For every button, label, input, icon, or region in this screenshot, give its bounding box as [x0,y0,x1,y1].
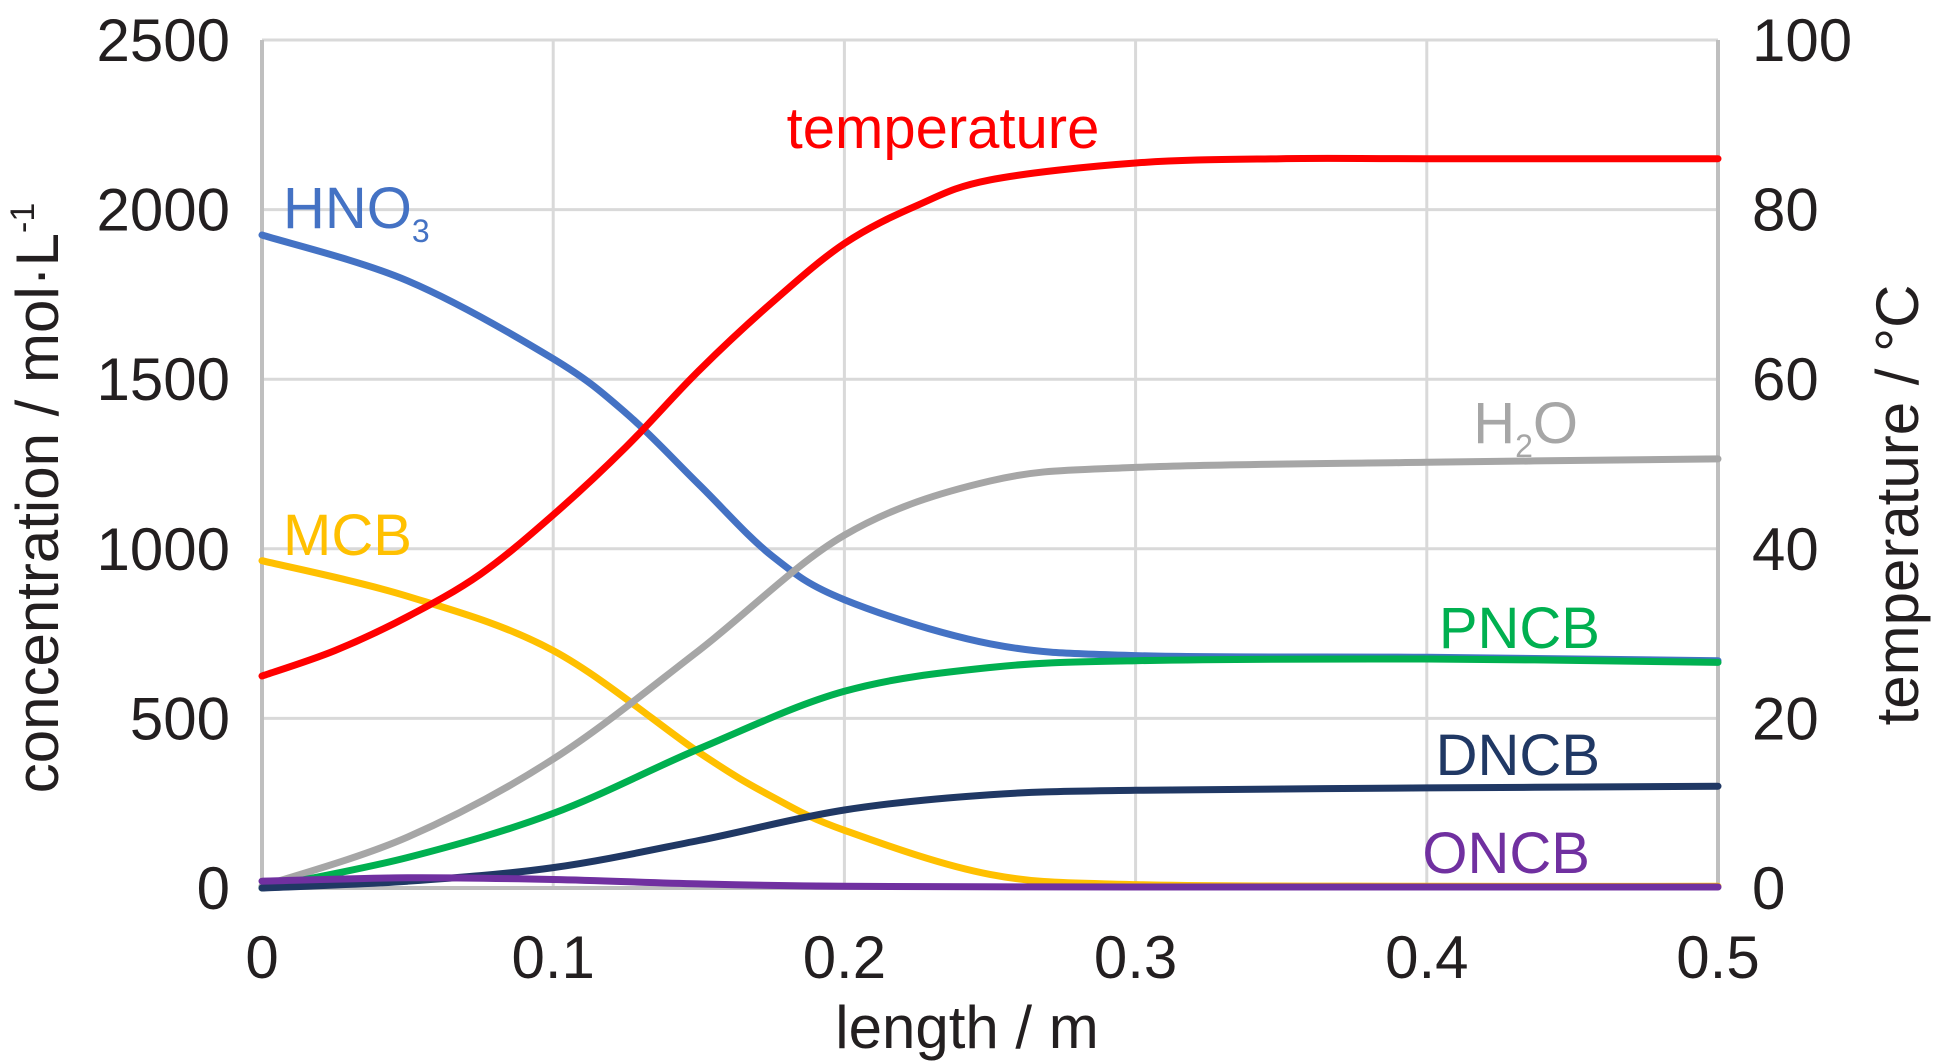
series-label-pncb: PNCB [1439,596,1600,661]
series-label-text: PNCB [1439,596,1600,661]
series-label-dncb: DNCB [1436,723,1600,788]
y-axis-right-title: temperature / °C [1864,285,1931,726]
y-left-tick-label: 1500 [97,346,230,413]
y-left-tick-label: 2000 [97,177,230,244]
x-tick-label: 0.1 [511,924,594,991]
x-tick-label: 0.5 [1676,924,1759,991]
x-tick-label: 0.2 [803,924,886,991]
y-left-tick-label: 0 [197,855,230,922]
x-tick-label: 0.4 [1385,924,1468,991]
grid-lines [262,38,1718,888]
series-label-h2o: H2O [1473,391,1578,464]
series-label-text: H [1473,391,1515,456]
series-label-oncb: ONCB [1422,821,1590,886]
series-label-temperature: temperature [787,96,1100,161]
series-label-text: HNO [283,176,412,241]
series-label-subscript: 2 [1515,428,1533,464]
series-line-pncb [258,655,1722,892]
y-axis-left-title: concentration / mol·L-1 [4,203,71,794]
y-right-tick-label: 0 [1752,855,1785,922]
y-left-tick-label: 500 [130,685,230,752]
x-tick-label: 0.3 [1094,924,1177,991]
series-label-subscript: 3 [412,213,430,249]
series-line-h2o [258,455,1722,890]
series-label-text: temperature [787,96,1100,161]
y-axis-left-title-sup: -1 [4,203,42,233]
series-line-temperature [258,154,1722,680]
series-label-text: ONCB [1422,821,1590,886]
y-right-tick-label: 60 [1752,346,1819,413]
y-axis-left-title-text: concentration / mol·L [4,233,71,793]
y-left-tick-label: 2500 [97,7,230,74]
series-label-suffix: O [1533,391,1578,456]
y-right-tick-label: 20 [1752,685,1819,752]
y-right-tick-label: 40 [1752,516,1819,583]
series-label-text: DNCB [1436,723,1600,788]
tick-labels: 0 0.1 0.2 0.3 0.4 0.5050010001500200025000204… [97,7,1853,991]
data-series [258,154,1722,892]
y-left-tick-label: 1000 [97,516,230,583]
series-label-text: MCB [283,503,412,568]
y-right-tick-label: 80 [1752,177,1819,244]
series-label-mcb: MCB [283,503,412,568]
x-tick-label: 0 [245,924,278,991]
series-labels: HNO3 MCB H2O PNCB DNCB ONCB temperature [283,96,1600,886]
x-axis-title: length / m [835,994,1098,1061]
y-right-tick-label: 100 [1752,7,1852,74]
series-label-hno3: HNO3 [283,176,430,249]
series-line-oncb [258,874,1722,891]
